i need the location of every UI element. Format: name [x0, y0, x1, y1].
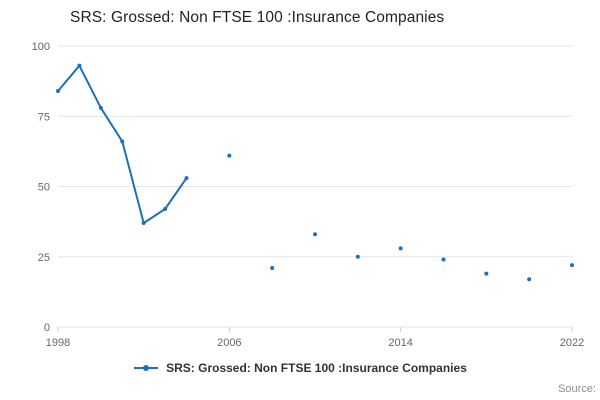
- data-point-marker[interactable]: [484, 271, 489, 276]
- legend-marker-dot: [143, 365, 150, 371]
- data-point-marker[interactable]: [98, 105, 103, 110]
- data-point-marker[interactable]: [355, 254, 360, 259]
- y-axis-tick-label: 100: [32, 41, 50, 53]
- x-axis-tick-label: 2006: [217, 337, 241, 349]
- data-point-marker[interactable]: [398, 246, 403, 251]
- y-axis-tick-label: 50: [38, 182, 50, 194]
- chart-title: SRS: Grossed: Non FTSE 100 :Insurance Co…: [70, 9, 445, 26]
- x-axis-tick-label: 2022: [560, 337, 584, 349]
- data-point-marker[interactable]: [56, 88, 60, 93]
- data-point-marker[interactable]: [184, 176, 189, 181]
- data-point-marker[interactable]: [163, 206, 168, 211]
- data-point-marker[interactable]: [77, 63, 82, 68]
- y-axis-tick-label: 0: [44, 322, 50, 334]
- x-axis-tick-label: 2014: [388, 337, 412, 349]
- x-axis-tick-label: 1998: [46, 337, 70, 349]
- line-chart: 0 25 50 75 100 1998 2006 2014 2022: [32, 41, 585, 349]
- data-point-marker[interactable]: [570, 263, 574, 268]
- y-axis-tick-label: 75: [38, 111, 50, 123]
- series-line: [57, 64, 188, 224]
- source-text: Source:: [558, 383, 596, 395]
- data-point-marker[interactable]: [527, 277, 532, 282]
- legend-line-marker-icon: [134, 365, 159, 371]
- legend-item[interactable]: SRS: Grossed: Non FTSE 100 :Insurance Co…: [0, 361, 600, 375]
- data-point-marker[interactable]: [227, 153, 232, 158]
- data-point-marker[interactable]: [141, 221, 146, 226]
- data-point-marker[interactable]: [441, 257, 446, 262]
- y-axis-tick-label: 25: [38, 252, 50, 264]
- data-point-marker[interactable]: [120, 139, 125, 144]
- data-point-marker[interactable]: [270, 265, 275, 270]
- data-point-marker[interactable]: [313, 232, 317, 237]
- legend-label: SRS: Grossed: Non FTSE 100 :Insurance Co…: [166, 361, 467, 375]
